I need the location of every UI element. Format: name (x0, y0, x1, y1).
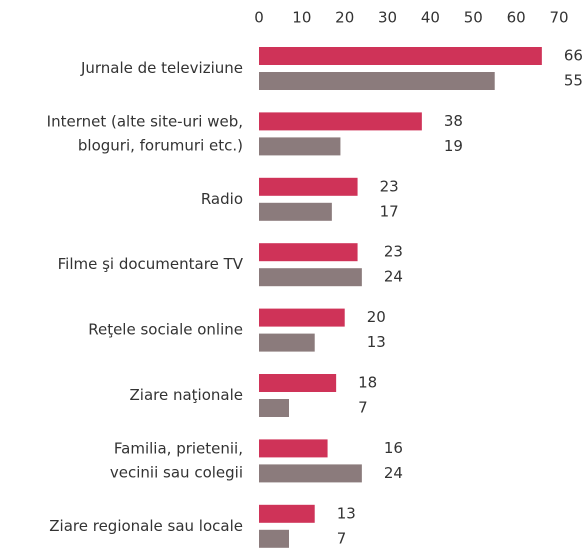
bar (259, 333, 315, 352)
bar (259, 308, 345, 327)
category-label: Familia, prietenii, (114, 439, 243, 457)
category-label: bloguri, forumuri etc.) (78, 136, 243, 154)
bar (259, 243, 358, 262)
bar (259, 72, 495, 90)
value-label: 19 (444, 137, 463, 155)
value-label: 13 (337, 504, 356, 522)
bar (259, 529, 289, 548)
x-tick-label: 70 (549, 9, 568, 27)
x-tick-label: 30 (378, 9, 397, 27)
value-label: 18 (358, 374, 377, 392)
value-label: 24 (384, 268, 403, 286)
category-label: Ziare regionale sau locale (49, 517, 243, 535)
bar (259, 504, 315, 523)
value-label: 38 (444, 112, 463, 130)
bar (259, 112, 422, 131)
category-label: Ziare naţionale (130, 386, 244, 404)
x-tick-label: 50 (464, 9, 483, 27)
bar (259, 464, 362, 483)
value-label: 16 (384, 439, 403, 457)
bar (259, 268, 362, 287)
value-label: 7 (358, 399, 368, 417)
bar (259, 202, 332, 221)
x-tick-label: 60 (507, 9, 526, 27)
x-tick-label: 0 (254, 9, 264, 27)
value-label: 66 (564, 47, 583, 65)
value-label: 24 (384, 464, 403, 482)
value-label: 23 (380, 177, 399, 195)
bar (259, 47, 542, 65)
value-label: 23 (384, 243, 403, 261)
value-label: 55 (564, 72, 583, 90)
value-label: 20 (367, 308, 386, 326)
category-label: Filme şi documentare TV (58, 255, 244, 273)
value-label: 13 (367, 333, 386, 351)
bar (259, 439, 328, 458)
x-tick-label: 40 (421, 9, 440, 27)
category-label: Reţele sociale online (88, 321, 243, 339)
bar (259, 177, 358, 196)
category-label: vecinii sau colegii (110, 463, 243, 481)
x-tick-label: 10 (292, 9, 311, 27)
category-label: Jurnale de televiziune (80, 59, 243, 77)
category-label: Internet (alte site-uri web, (47, 112, 243, 130)
value-label: 17 (380, 202, 399, 220)
bar (259, 374, 337, 392)
bar (259, 137, 341, 156)
value-label: 7 (337, 529, 347, 547)
x-tick-label: 20 (335, 9, 354, 27)
bar (259, 399, 289, 417)
category-label: Radio (201, 190, 243, 208)
